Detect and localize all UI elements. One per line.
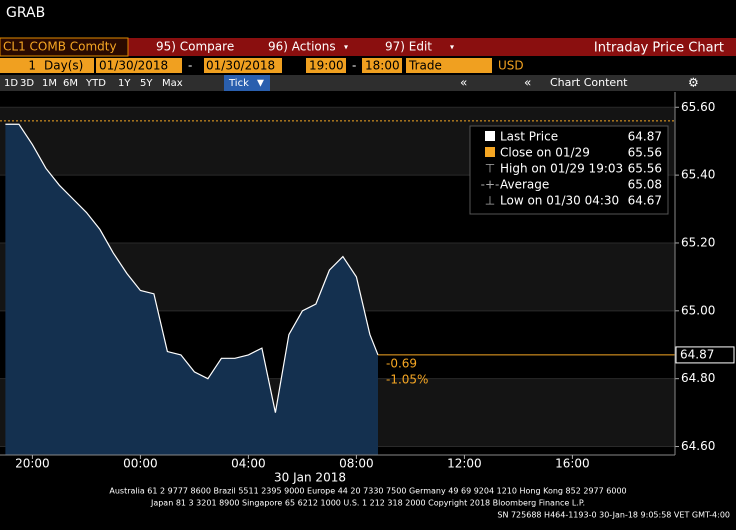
start-date: 01/30/2018: [99, 59, 168, 73]
chart-name: Intraday Price Chart: [594, 41, 724, 56]
y-tick-label: 64.60: [681, 439, 715, 453]
period-button[interactable]: Tick: [228, 78, 249, 89]
legend-label: Low on 01/30 04:30: [500, 194, 619, 208]
start-date-field[interactable]: [96, 58, 182, 73]
legend-label: Close on 01/29: [500, 146, 590, 160]
period-selected: [224, 75, 270, 91]
change: -0.69: [386, 357, 417, 371]
period-button[interactable]: 6M: [63, 78, 78, 89]
legend-icon: ⊤: [485, 162, 495, 176]
end-date-field[interactable]: [204, 58, 282, 73]
last-price-label: 64.87: [680, 347, 714, 361]
separator: -: [188, 59, 192, 73]
last-price-box: [675, 346, 735, 364]
legend-value: 64.87: [628, 130, 662, 144]
footer-line: Australia 61 2 9777 8600 Brazil 5511 239…: [109, 487, 626, 496]
price-area: [5, 124, 379, 455]
ticker-field[interactable]: [0, 37, 129, 57]
dropdown-arrow: ▼: [257, 79, 264, 89]
period-bar: [0, 75, 736, 91]
period-button[interactable]: 1D: [4, 78, 18, 89]
change-percent: -1.05%: [386, 373, 428, 387]
x-tick-label: 16:00: [555, 457, 590, 471]
collapse-button[interactable]: «: [524, 76, 531, 90]
y-tick-label: 65.20: [681, 235, 715, 249]
x-tick-label: 00:00: [123, 457, 158, 471]
field: Trade: [408, 59, 442, 73]
period-button[interactable]: 1Y: [118, 78, 131, 89]
legend-swatch: [485, 147, 495, 157]
x-tick-label: 20:00: [15, 457, 50, 471]
x-tick-label: 08:00: [339, 457, 374, 471]
legend-box: [469, 125, 669, 215]
currency: USD: [498, 59, 524, 73]
range-bar: 1 Day(s) 01/30/2018 - 01/30/2018 19:00 -…: [0, 58, 524, 73]
settings-button[interactable]: ⚙: [688, 76, 699, 90]
legend-label: Last Price: [500, 130, 558, 144]
start-time: 19:00: [309, 59, 344, 73]
start-time-field[interactable]: [306, 58, 346, 73]
legend-icon: -+-: [481, 178, 500, 192]
footer-line: SN 725688 H464-1193-0 30-Jan-18 9:05:58 …: [497, 511, 730, 520]
end-date: 01/30/2018: [206, 59, 275, 73]
footer-line: Japan 81 3 3201 8900 Singapore 65 6212 1…: [150, 499, 585, 508]
collapse-button[interactable]: «: [460, 76, 467, 90]
legend-swatch: [485, 131, 495, 141]
window-title: GRAB: [6, 5, 45, 21]
y-tick-label: 65.00: [681, 303, 715, 317]
period-button[interactable]: 5Y: [140, 78, 153, 89]
y-tick-label: 64.80: [681, 371, 715, 385]
separator: -: [352, 59, 356, 73]
price-line: [5, 123, 379, 413]
days-unit: Day(s): [44, 59, 83, 73]
x-tick-label: 04:00: [231, 457, 266, 471]
legend-icon: ⊥: [485, 194, 495, 208]
y-tick-label: 65.60: [681, 100, 715, 114]
edit-button[interactable]: 97) Edit: [385, 40, 432, 54]
period-button[interactable]: 1M: [42, 78, 57, 89]
dropdown-arrow: ▾: [450, 43, 454, 52]
date-label: 30 Jan 2018: [274, 471, 346, 485]
toolbar: [0, 38, 736, 56]
x-tick-label: 12:00: [447, 457, 482, 471]
dropdown-arrow: ▾: [344, 43, 348, 52]
legend-value: 64.67: [628, 194, 662, 208]
legend-label: Average: [500, 178, 549, 192]
y-tick-label: 65.40: [681, 168, 715, 182]
ticker: CL1 COMB Comdty: [3, 40, 117, 54]
period-button[interactable]: 3D: [20, 78, 34, 89]
compare-button[interactable]: 95) Compare: [156, 40, 234, 54]
end-time: 18:00: [365, 59, 400, 73]
days-field[interactable]: [0, 58, 94, 73]
end-time-field[interactable]: [362, 58, 402, 73]
period-button[interactable]: Max: [162, 78, 183, 89]
legend-value: 65.56: [628, 146, 662, 160]
legend-value: 65.56: [628, 162, 662, 176]
chart-content-button[interactable]: Chart Content: [550, 76, 628, 89]
legend-value: 65.08: [628, 178, 662, 192]
actions-button[interactable]: 96) Actions: [268, 40, 336, 54]
days-count: 1: [28, 59, 36, 73]
period-button[interactable]: YTD: [85, 78, 106, 89]
legend-label: High on 01/29 19:03: [500, 162, 623, 176]
field-select[interactable]: [406, 58, 492, 73]
